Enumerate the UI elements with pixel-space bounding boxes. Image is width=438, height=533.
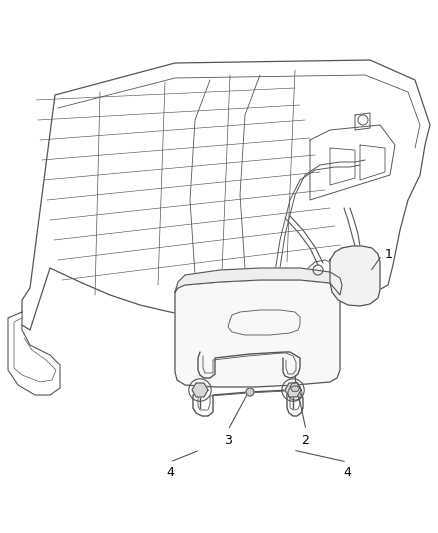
Text: 2: 2	[300, 434, 308, 447]
Polygon shape	[329, 246, 379, 306]
Text: 3: 3	[223, 434, 231, 447]
Circle shape	[245, 388, 254, 396]
Text: 4: 4	[166, 466, 173, 479]
Polygon shape	[191, 383, 208, 397]
Text: 1: 1	[384, 248, 392, 262]
Polygon shape	[290, 383, 299, 391]
Text: 4: 4	[342, 466, 350, 479]
Polygon shape	[175, 280, 339, 387]
Polygon shape	[175, 268, 341, 295]
Polygon shape	[284, 383, 300, 397]
